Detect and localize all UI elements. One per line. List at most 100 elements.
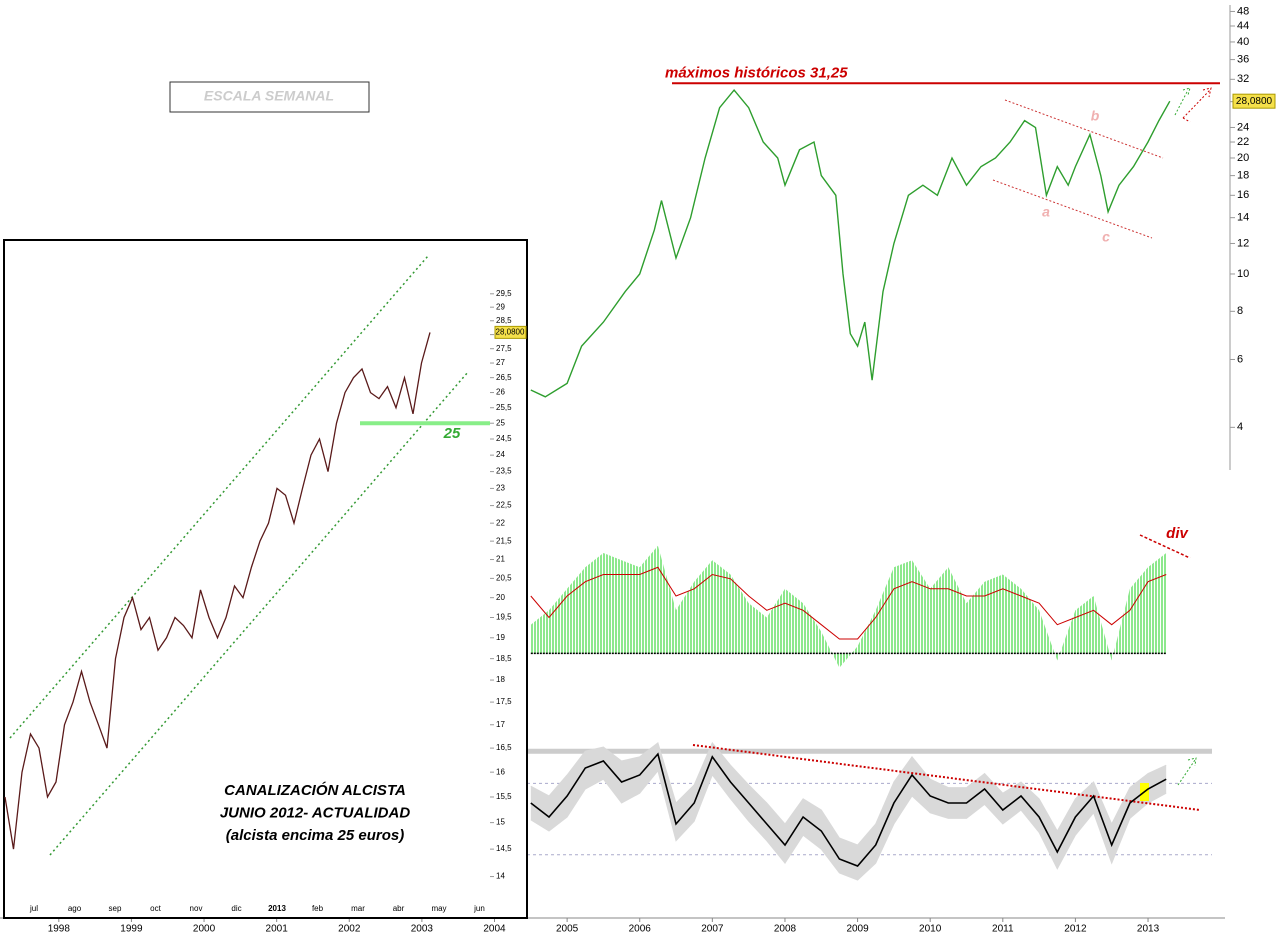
x-tick-label: 2005 [556,924,579,935]
y-tick-label: 8 [1237,305,1243,317]
arrow [1177,757,1197,786]
channel-line [9,255,429,739]
x-tick-label: dic [231,904,241,913]
x-tick-label: ago [68,904,82,913]
x-tick-label: 2012 [1064,924,1087,935]
y-tick-label: 25,5 [496,403,512,412]
y-tick-label: 16,5 [496,743,512,752]
y-tick-label: 26,5 [496,373,512,382]
y-tick-label: 14 [496,872,505,881]
x-tick-label: 1998 [48,924,71,935]
channel-line [1004,99,1164,159]
y-tick-label: 16 [496,767,505,776]
y-tick-label: 19,5 [496,613,512,622]
y-tick-label: 21,5 [496,536,512,545]
volume-area [530,545,1167,668]
x-tick-label: 2008 [774,924,797,935]
x-tick-label: 2011 [992,924,1014,935]
y-tick-label: 28,5 [496,316,512,325]
div-line [1139,534,1191,559]
last-value-box [494,325,527,339]
x-tick-label: 2010 [919,924,942,935]
x-tick-label: may [431,904,446,913]
x-tick-label: 2004 [483,924,506,935]
x-tick-label: 2013 [1137,924,1160,935]
trend-line [692,744,1201,811]
x-tick-label: nov [190,904,203,913]
x-tick-label: 2006 [629,924,652,935]
y-tick-label: 6 [1237,353,1243,365]
y-tick-label: 23 [496,484,505,493]
price-line [4,332,431,850]
y-tick-label: 22 [1237,136,1249,148]
y-tick-label: 15 [496,818,505,827]
oscillator-line [530,752,1167,867]
y-tick-label: 22 [496,518,505,527]
div-label: div [1166,525,1189,542]
y-tick-label: 15,5 [496,792,512,801]
x-tick-label: jul [29,904,38,913]
x-tick-label: mar [351,904,365,913]
y-tick-label: 4 [1237,421,1243,433]
x-tick-label: 2013 [268,904,286,913]
x-tick-label: 2007 [701,924,724,935]
y-tick-label: 32 [1237,73,1249,85]
y-tick-label: 27 [496,358,505,367]
y-tick-label: 25 [496,418,505,427]
record-label: máximos históricos 31,25 [665,64,848,81]
y-tick-label: 48 [1237,5,1249,17]
x-tick-label: sep [109,904,122,913]
inset-note: (alcista encima 25 euros) [226,827,404,844]
x-tick-label: 2001 [266,924,289,935]
x-tick-label: oct [150,904,161,913]
price-line [530,89,1171,398]
y-tick-label: 12 [1237,237,1249,249]
y-tick-label: 27,5 [496,344,512,353]
support-label: 25 [443,425,461,442]
y-tick-label: 24 [1237,121,1249,133]
scale-label: ESCALA SEMANAL [204,88,334,104]
arrow [1182,87,1212,123]
x-tick-label: abr [393,904,405,913]
x-tick-label: jun [473,904,485,913]
y-tick-label: 24,5 [496,434,512,443]
x-tick-label: feb [312,904,324,913]
last-value-box [1232,93,1276,109]
inset-note: JUNIO 2012- ACTUALIDAD [220,804,410,821]
last-value-label: 28,0800 [496,327,525,336]
scale-box [169,81,370,113]
inset-frame [3,239,528,919]
y-tick-label: 17 [496,720,505,729]
y-tick-label: 24 [496,450,505,459]
last-value-label: 28,0800 [1236,96,1273,107]
y-tick-label: 14,5 [496,844,512,853]
channel-line [49,371,469,856]
x-tick-label: 2003 [411,924,434,935]
y-tick-label: 19 [496,633,505,642]
wave-label: c [1102,229,1110,245]
y-tick-label: 20,5 [496,573,512,582]
y-tick-label: 18 [496,675,505,684]
average-line [530,566,1167,640]
y-tick-label: 18 [1237,170,1249,182]
y-tick-label: 20 [496,593,505,602]
arrow [1174,87,1191,116]
y-tick-label: 20 [1237,152,1249,164]
y-tick-label: 36 [1237,54,1249,66]
y-tick-label: 10 [1237,268,1249,280]
wave-label: b [1091,108,1100,124]
y-tick-label: 16 [1237,189,1249,201]
y-tick-label: 29,5 [496,289,512,298]
y-tick-label: 44 [1237,20,1249,32]
y-tick-label: 26 [496,388,505,397]
band [530,742,1167,880]
wave-label: a [1042,204,1050,220]
inset-note: CANALIZACIÓN ALCISTA [224,781,406,799]
channel-line [992,179,1153,239]
y-tick-label: 14 [1237,212,1249,224]
y-tick-label: 40 [1237,36,1249,48]
x-tick-label: 2000 [193,924,216,935]
y-tick-label: 23,5 [496,467,512,476]
y-tick-label: 22,5 [496,501,512,510]
